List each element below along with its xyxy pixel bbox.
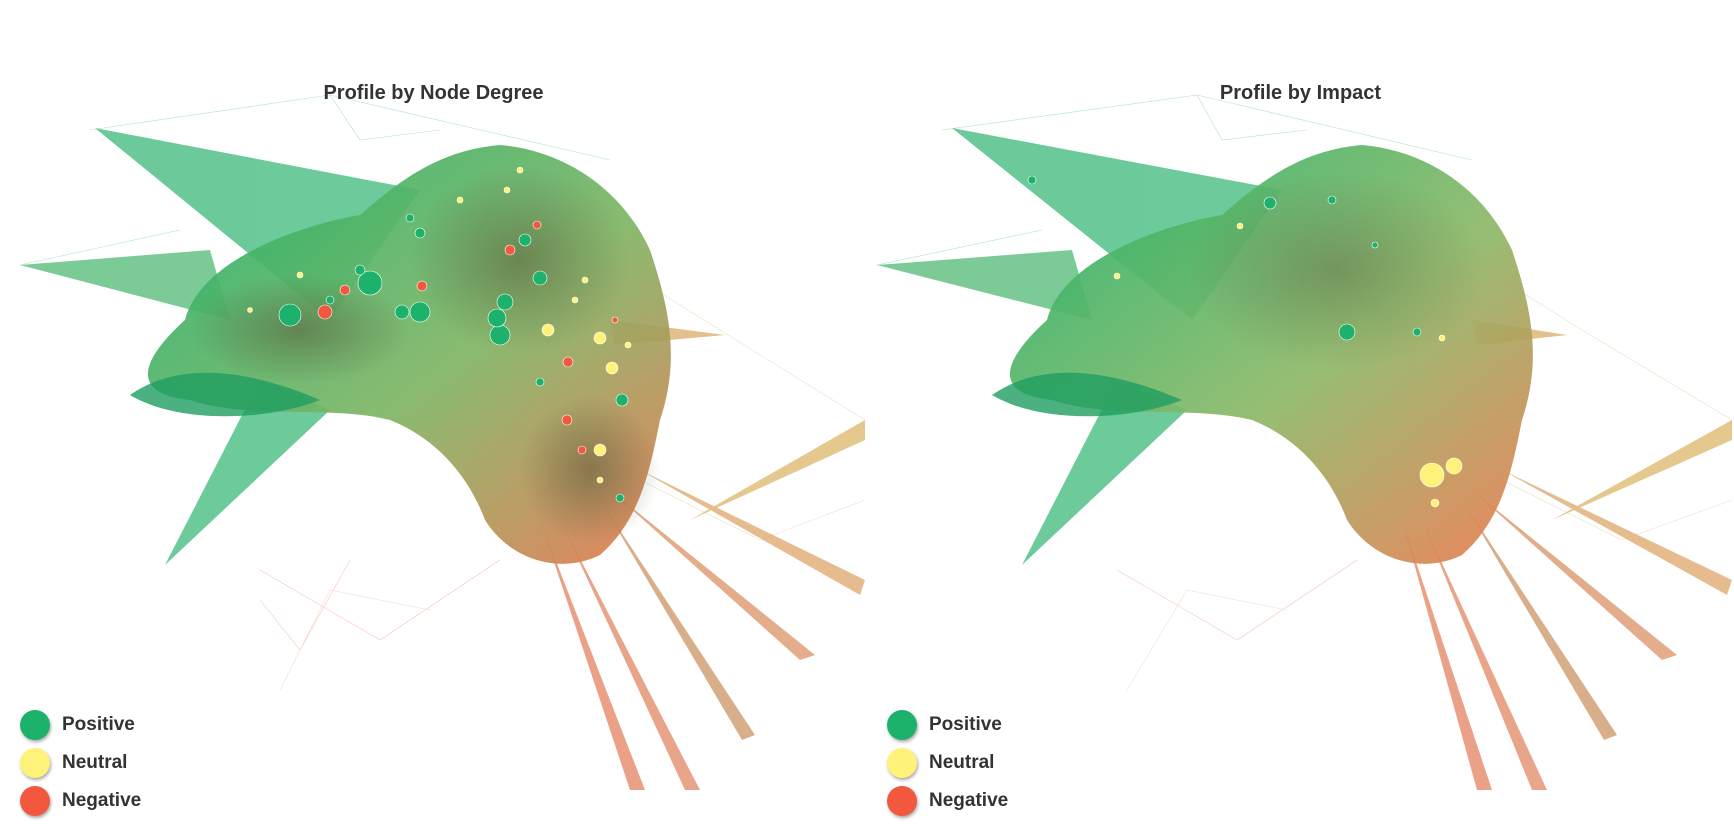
legend-item-negative: Negative: [20, 782, 141, 820]
panel-node-degree: Profile by Node Degree Positive Neutral …: [19, 82, 866, 820]
legend-label: Negative: [929, 790, 1009, 811]
panel-title: Profile by Node Degree: [323, 82, 544, 104]
legend-negative-icon: [887, 786, 917, 816]
faint-edges: [19, 94, 866, 691]
panel-impact: Profile by Impact Positive Neutral Negat…: [867, 0, 1734, 824]
legend-item-neutral: Neutral: [887, 744, 1008, 782]
legend-item-positive: Positive: [887, 706, 1008, 744]
network-graph-impact: [876, 94, 1733, 790]
panel-title: Profile by Impact: [1219, 82, 1382, 104]
legend-neutral-icon: [20, 748, 50, 778]
legend-positive-icon: [887, 710, 917, 740]
legend-positive-icon: [20, 710, 50, 740]
network-body: [130, 145, 671, 564]
legend-negative-icon: [20, 786, 50, 816]
legend-label: Neutral: [929, 752, 995, 773]
legend-label: Negative: [62, 790, 142, 811]
legend-item-neutral: Neutral: [20, 744, 141, 782]
network-body: [992, 145, 1533, 564]
nodes-node-degree: [247, 166, 632, 503]
legend: Positive Neutral Negative: [887, 706, 1008, 820]
network-graph-node-degree: [19, 94, 866, 790]
legend-label: Neutral: [62, 752, 128, 773]
nodes-impact: [1027, 175, 1463, 508]
legend-item-positive: Positive: [20, 706, 141, 744]
legend-label: Positive: [62, 714, 135, 735]
faint-edges: [876, 94, 1733, 691]
legend: Positive Neutral Negative: [20, 706, 141, 820]
edge-fans: [20, 128, 865, 790]
legend-item-negative: Negative: [887, 782, 1008, 820]
legend-label: Positive: [929, 714, 1002, 735]
legend-neutral-icon: [887, 748, 917, 778]
